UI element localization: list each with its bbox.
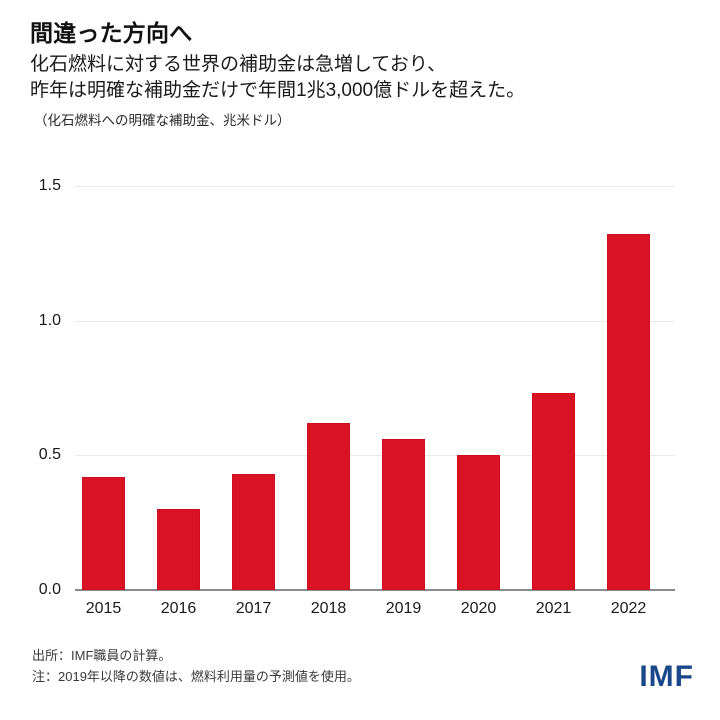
bar-slot <box>375 186 450 590</box>
chart-footer: 出所：IMF職員の計算。 注：2019年以降の数値は、燃料利用量の予測値を使用。 <box>32 645 592 687</box>
bar-slot <box>450 186 525 590</box>
bar-slot <box>225 186 300 590</box>
bar-slot <box>75 186 150 590</box>
gridline <box>75 320 675 322</box>
imf-logo: IMF <box>639 660 694 693</box>
x-axis-tick-label: 2020 <box>460 600 497 617</box>
bar-2018[interactable] <box>307 423 350 590</box>
x-axis-tick-label: 2018 <box>310 600 347 617</box>
note-line: 注：2019年以降の数値は、燃料利用量の予測値を使用。 <box>32 669 360 684</box>
gridline <box>75 455 675 457</box>
bars-group <box>75 186 675 590</box>
plot-inner: 0.0 0.5 1.0 1.5 2015 2016 2017 2018 2019 2020 202… <box>39 177 675 617</box>
bar-2016[interactable] <box>157 509 200 590</box>
bar-slot <box>600 186 675 590</box>
bar-slot <box>300 186 375 590</box>
x-axis-tick-label: 2021 <box>535 600 572 617</box>
bar-2021[interactable] <box>532 393 575 590</box>
chart-units-label: （化石燃料への明確な補助金、兆米ドル） <box>34 113 291 128</box>
x-axis-tick-label: 2017 <box>235 600 272 617</box>
source-line: 出所：IMF職員の計算。 <box>32 648 172 663</box>
bar-slot <box>525 186 600 590</box>
y-axis-tick-label: 1.0 <box>38 311 61 329</box>
x-axis-tick-label: 2022 <box>610 600 647 617</box>
chart-header: 間違った方向へ 化石燃料に対する世界の補助金は急増しており、 昨年は明確な補助金… <box>30 18 700 130</box>
x-axis-tick-label: 2015 <box>85 600 122 617</box>
x-axis-tick-label: 2016 <box>160 600 197 617</box>
y-axis-tick-label: 0.5 <box>38 446 61 464</box>
bar-2019[interactable] <box>382 439 425 590</box>
bar-2020[interactable] <box>457 455 500 590</box>
page-title: 間違った方向へ <box>30 20 193 46</box>
y-axis-tick-label: 1.5 <box>38 177 61 194</box>
chart-subtitle: 化石燃料に対する世界の補助金は急増しており、 昨年は明確な補助金だけで年間1兆3… <box>30 54 526 101</box>
bar-2017[interactable] <box>232 474 275 590</box>
x-axis-tick-label: 2019 <box>385 600 422 617</box>
bar-slot <box>150 186 225 590</box>
bar-2015[interactable] <box>82 476 125 590</box>
y-axis-tick-label: 0.0 <box>38 581 61 598</box>
gridline <box>75 186 675 187</box>
bar-2022[interactable] <box>607 234 650 590</box>
x-axis-line <box>75 589 675 591</box>
